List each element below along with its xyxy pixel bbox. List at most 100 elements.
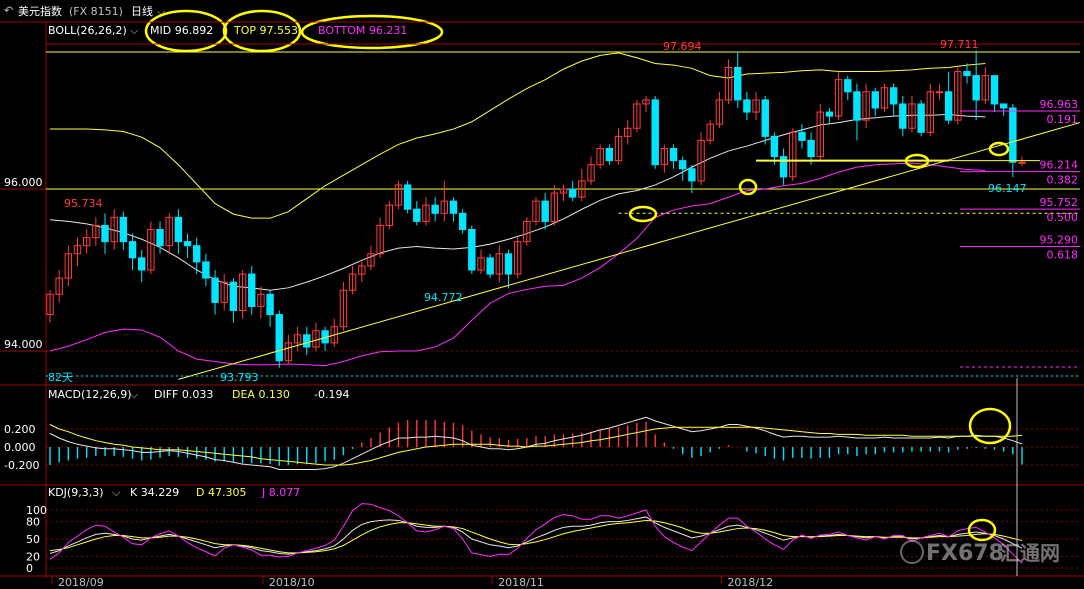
chevron-down-icon[interactable]: ⌵ — [157, 5, 166, 18]
candle-body — [917, 103, 925, 133]
candle-body — [376, 224, 384, 255]
candle-body — [532, 200, 540, 222]
candle-body — [266, 293, 274, 316]
candle-body — [110, 216, 118, 243]
candle-body — [734, 67, 742, 101]
candle-body — [183, 241, 192, 247]
macd-tick-label: 0.000 — [4, 441, 36, 454]
candle-body — [688, 168, 696, 182]
candle-body — [431, 204, 439, 214]
watermark: FX678 汇通网 — [900, 540, 1060, 566]
candle-body — [449, 200, 458, 214]
candle-body — [660, 148, 669, 166]
macd-dea-value: DEA 0.130 — [232, 388, 290, 401]
candle-body — [119, 216, 128, 243]
kdj-j-line — [49, 503, 1023, 564]
candle-body — [999, 103, 1008, 109]
x-tick-label: 2018/11 — [498, 576, 544, 589]
candles — [46, 50, 1026, 368]
high-annotation: 97.711 — [940, 38, 979, 51]
boll-bottom-line — [49, 162, 986, 367]
back-arrow-icon[interactable]: ↶ — [4, 4, 13, 17]
candle-body — [403, 184, 412, 210]
boll-top-value: TOP 97.553 — [233, 24, 298, 37]
kdj-label[interactable]: KDJ(9,3,3) — [48, 486, 104, 499]
candle-body — [935, 91, 944, 94]
candle-body — [899, 103, 907, 129]
macd-header: MACD(12,26,9) ⌵ DIFF 0.033 DEA 0.130 -0.… — [48, 388, 349, 401]
candle-body — [623, 127, 632, 137]
macd-label[interactable]: MACD(12,26,9) — [48, 388, 132, 401]
fib-ratio-label: 0.618 — [1047, 249, 1079, 262]
chevron-down-icon[interactable]: ⌵ — [112, 486, 121, 499]
candle-body — [486, 257, 494, 275]
candle-body — [174, 216, 183, 243]
chevron-down-icon[interactable]: ⌵ — [130, 24, 139, 37]
x-tick-label: 2018/09 — [58, 576, 104, 589]
candle-body — [202, 261, 210, 279]
candle-body — [972, 75, 980, 101]
highlight-circle — [967, 518, 997, 542]
candle-body — [779, 156, 788, 178]
candle-body — [990, 75, 999, 105]
candle-body — [64, 253, 73, 279]
candle-body — [752, 99, 760, 113]
candle-body — [853, 91, 861, 121]
macd-tick-label: -0.200 — [4, 459, 39, 472]
candle-body — [495, 253, 504, 275]
candle-body — [789, 131, 797, 178]
candle-body — [156, 229, 164, 247]
candle-body — [128, 241, 137, 259]
candle-body — [367, 253, 375, 267]
candle-body — [862, 91, 870, 121]
candle-body — [715, 99, 724, 125]
chevron-down-icon[interactable]: ⌵ — [130, 388, 139, 401]
watermark-cn: 汇通网 — [1000, 541, 1060, 565]
fib-price-label: 96.214 — [1040, 159, 1079, 172]
candle-body — [147, 229, 155, 271]
candle-body — [394, 184, 403, 206]
candle-body — [541, 200, 549, 222]
candle-body — [844, 79, 852, 93]
macd-diff-line — [49, 416, 1023, 470]
boll-bands — [49, 52, 986, 367]
candle-body — [248, 273, 256, 307]
kdj-tick-label: 50 — [26, 533, 40, 546]
period-selector[interactable]: 日线 — [131, 4, 153, 18]
candle-body — [339, 289, 348, 328]
high-annotation: 95.734 — [64, 197, 103, 210]
boll-label[interactable]: BOLL(26,26,2) — [48, 24, 127, 37]
kdj-d-line — [49, 519, 1023, 554]
boll-header: BOLL(26,26,2) ⌵ MID 96.892 TOP 97.553 BO… — [48, 9, 444, 53]
kdj-tick-label: 20 — [26, 550, 40, 563]
highlight-circle — [144, 9, 228, 53]
candle-body — [193, 245, 201, 263]
candle-body — [651, 99, 659, 166]
y-tick-label: 96.000 — [4, 176, 43, 189]
days-label: 82天 — [48, 371, 73, 384]
candle-body — [385, 204, 393, 226]
candle-body — [477, 257, 485, 271]
candle-body — [275, 314, 283, 362]
instrument-title: 美元指数 — [18, 4, 62, 18]
candle-body — [504, 253, 513, 275]
kdj-header: KDJ(9,3,3) ⌵ K 34.229 D 47.305 J 8.077 — [48, 486, 300, 499]
trend-line — [178, 122, 1081, 380]
x-tick-label: 2018/10 — [269, 576, 315, 589]
candle-body — [679, 160, 687, 170]
candle-body — [798, 131, 806, 141]
candle-body — [706, 123, 714, 141]
candle-body — [238, 273, 247, 311]
candle-body — [761, 99, 769, 137]
boll-bottom-value: BOTTOM 96.231 — [318, 24, 407, 37]
candle-body — [642, 99, 650, 105]
highlight-circle — [738, 178, 758, 196]
candle-body — [358, 265, 366, 275]
low-annotation: 96.147 — [988, 182, 1027, 195]
candle-body — [807, 139, 815, 158]
candle-body — [468, 229, 476, 271]
macd-dea-line — [49, 424, 1023, 466]
candle-body — [743, 99, 751, 113]
fib-price-label: 96.963 — [1040, 98, 1079, 111]
